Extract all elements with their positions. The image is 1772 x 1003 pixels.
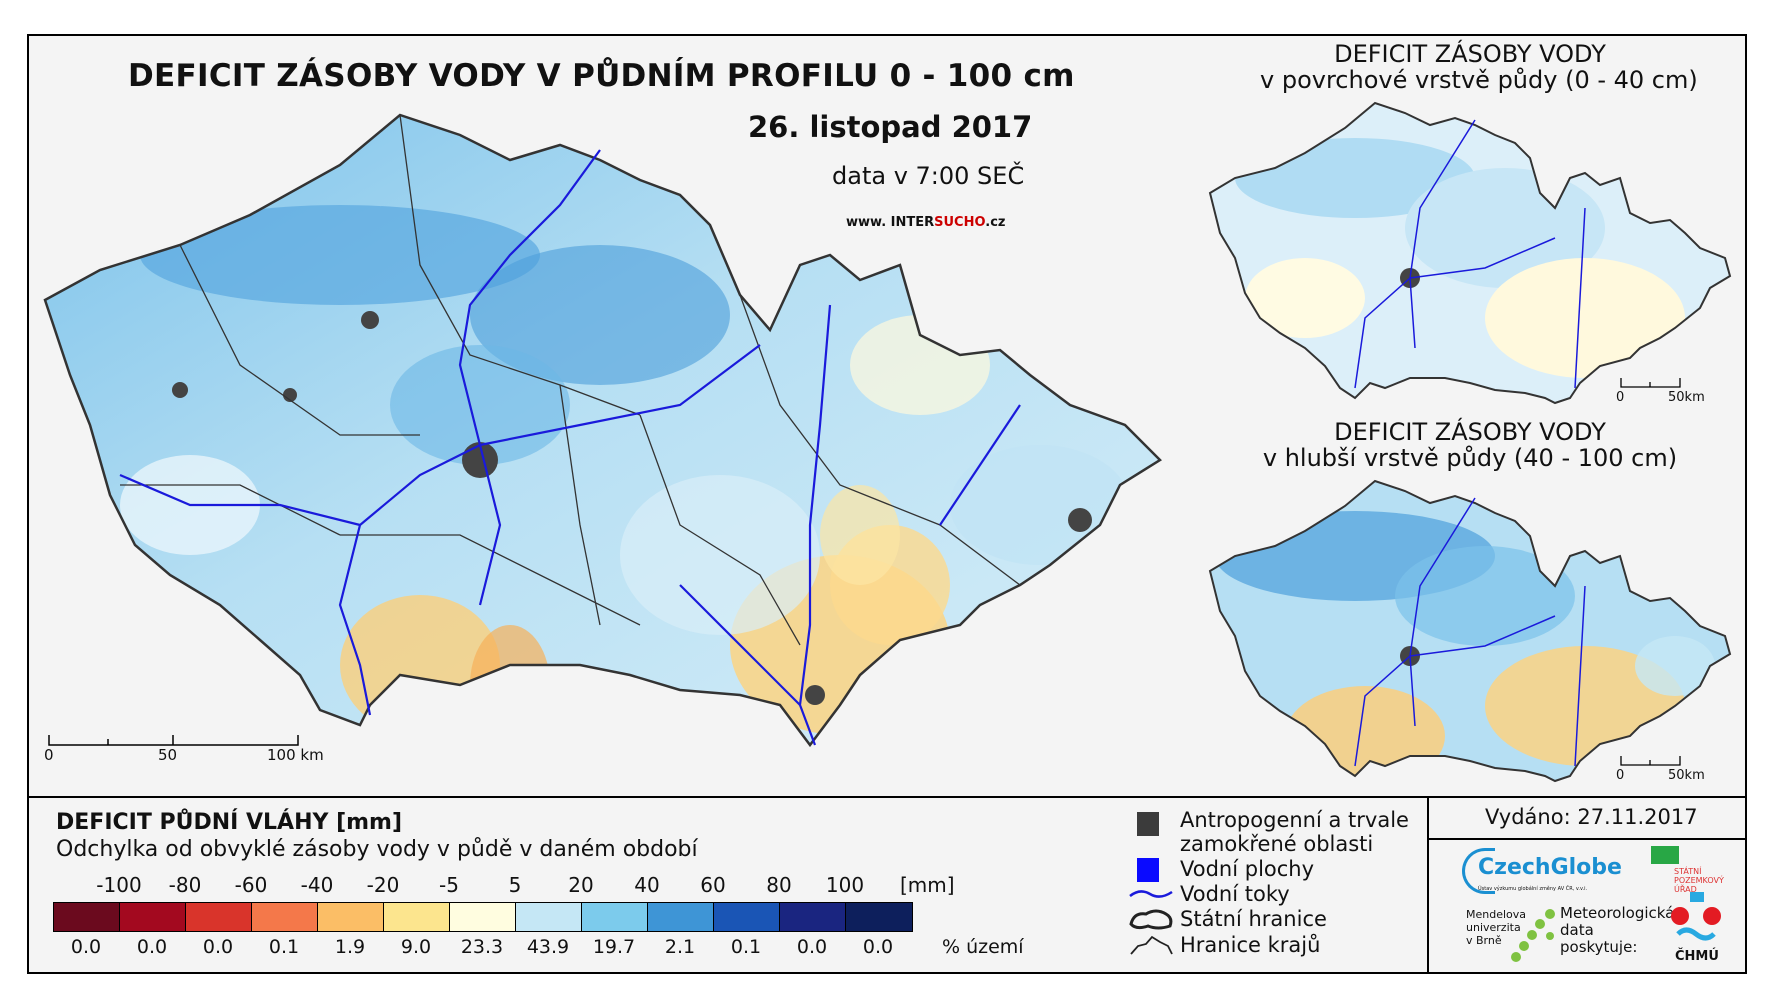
legend-percent-value: 1.9 xyxy=(334,936,366,958)
meteo-line-2: data xyxy=(1560,921,1594,939)
mendelu-line-3: v Brně xyxy=(1466,934,1502,947)
spu-logo-mark xyxy=(1651,846,1679,864)
legend-title: DEFICIT PŮDNÍ VLÁHY [mm] xyxy=(56,810,403,835)
colorbar-swatch xyxy=(648,903,714,931)
main-date: 26. listopad 2017 xyxy=(748,110,1033,144)
inset-bottom-scale-0: 0 xyxy=(1616,768,1625,783)
czechglobe-subtitle: Ústav výzkumu globální změny AV ČR, v.v.… xyxy=(1478,886,1588,892)
colorbar-swatch xyxy=(450,903,516,931)
legend-percent-value: 0.0 xyxy=(796,936,828,958)
meteo-line-3: poskytuje: xyxy=(1560,938,1638,956)
legend-tick-label: -100 xyxy=(96,873,142,897)
logos-divider xyxy=(1427,838,1747,840)
main-title: DEFICIT ZÁSOBY VODY V PŮDNÍM PROFILU 0 -… xyxy=(128,58,1075,94)
inset-top-subtitle: v povrchové vrstvě půdy (0 - 40 cm) xyxy=(1260,66,1698,94)
mendelu-line-1: Mendelova xyxy=(1466,908,1527,921)
mendelu-dots-logo xyxy=(1511,909,1555,962)
website-link[interactable]: www. INTERSUCHO.cz xyxy=(846,215,1005,230)
legend-tick-label: -40 xyxy=(300,873,334,897)
website-highlight: SUCHO xyxy=(934,215,986,230)
colorbar-swatch xyxy=(714,903,780,931)
main-scale-bar xyxy=(48,735,299,746)
colorbar-swatch xyxy=(54,903,120,931)
legend-unit: [mm] xyxy=(900,873,955,897)
legend-percent-value: 2.1 xyxy=(664,936,696,958)
legend-tick-label: -20 xyxy=(366,873,400,897)
colorbar-swatch xyxy=(516,903,582,931)
colorbar-swatch xyxy=(582,903,648,931)
legend-percent-label: % území xyxy=(942,936,1024,958)
main-scale-100: 100 km xyxy=(267,746,324,764)
colorbar-swatch xyxy=(318,903,384,931)
inset-top-scale-50: 50km xyxy=(1668,390,1705,405)
inset-bottom-scale-50: 50km xyxy=(1668,768,1705,783)
inset-top-title: DEFICIT ZÁSOBY VODY xyxy=(1334,40,1606,68)
chmu-logo-mark xyxy=(1671,892,1721,941)
inset-top-scale-0: 0 xyxy=(1616,390,1625,405)
main-scale-0: 0 xyxy=(44,746,54,764)
legend-percent-value: 23.3 xyxy=(460,936,504,958)
anthropogenic-symbol xyxy=(1137,812,1159,836)
spu-line-1: STÁTNÍ xyxy=(1674,867,1702,876)
main-map xyxy=(43,113,1162,748)
rivers-symbol xyxy=(1129,890,1173,898)
anthropogenic-label-1: Antropogenní a trvale xyxy=(1180,808,1409,832)
state-border-label: Státní hranice xyxy=(1180,907,1327,931)
colorbar-swatch xyxy=(186,903,252,931)
inset-bottom-title: DEFICIT ZÁSOBY VODY xyxy=(1334,418,1606,446)
spu-line-2: POZEMKOVÝ xyxy=(1674,876,1724,885)
chmu-text: ČHMÚ xyxy=(1675,949,1719,964)
legend-percent-value: 19.7 xyxy=(592,936,636,958)
legend-percent-value: 0.0 xyxy=(70,936,102,958)
legend-percent-value: 0.1 xyxy=(730,936,762,958)
website-prefix: www. INTER xyxy=(846,215,935,230)
region-border-label: Hranice krajů xyxy=(1180,933,1321,957)
water-bodies-label: Vodní plochy xyxy=(1180,857,1315,881)
inset-top-map xyxy=(1208,101,1732,405)
legend-colorbar xyxy=(53,902,913,932)
inset-top-scale-bar xyxy=(1620,378,1681,388)
legend-tick-label: 20 xyxy=(568,873,594,897)
legend-subtitle: Odchylka od obvyklé zásoby vody v půdě v… xyxy=(56,837,698,862)
czechglobe-logo: CzechGlobe xyxy=(1478,855,1622,880)
legend-percent-value: 9.0 xyxy=(400,936,432,958)
inset-bottom-scale-bar xyxy=(1620,756,1681,766)
legend-tick-label: 5 xyxy=(508,873,522,897)
legend-tick-label: 100 xyxy=(825,873,865,897)
issued-divider xyxy=(1427,796,1429,974)
main-data-time: data v 7:00 SEČ xyxy=(832,162,1025,190)
spu-line-3: ÚŘAD xyxy=(1674,885,1697,894)
colorbar-swatch xyxy=(384,903,450,931)
water-bodies-symbol xyxy=(1137,858,1159,882)
colorbar-swatch xyxy=(252,903,318,931)
legend-tick-label: 40 xyxy=(634,873,660,897)
legend-percent-value: 0.1 xyxy=(268,936,300,958)
legend-tick-label: -80 xyxy=(168,873,202,897)
mendelu-line-2: univerzita xyxy=(1466,921,1521,934)
meteo-line-1: Meteorologická xyxy=(1560,904,1675,922)
issued-date: Vydáno: 27.11.2017 xyxy=(1485,805,1698,829)
legend-tick-label: 60 xyxy=(700,873,726,897)
website-suffix: .cz xyxy=(985,215,1006,230)
inset-bottom-subtitle: v hlubší vrstvě půdy (40 - 100 cm) xyxy=(1262,444,1678,472)
region-border-symbol xyxy=(1130,935,1173,955)
legend-percent-value: 0.0 xyxy=(136,936,168,958)
legend-tick-label: 80 xyxy=(766,873,792,897)
legend-percent-value: 43.9 xyxy=(526,936,570,958)
rivers-label: Vodní toky xyxy=(1180,882,1290,906)
colorbar-swatch xyxy=(846,903,912,931)
inset-bottom-map xyxy=(1208,479,1732,783)
legend-divider xyxy=(27,796,1747,798)
main-scale-50: 50 xyxy=(158,746,178,764)
anthropogenic-label-2: zamokřené oblasti xyxy=(1180,832,1374,856)
colorbar-swatch xyxy=(120,903,186,931)
legend-percent-value: 0.0 xyxy=(202,936,234,958)
legend-percent-value: 0.0 xyxy=(862,936,894,958)
state-border-symbol xyxy=(1129,909,1173,930)
czechglobe-swoosh xyxy=(1462,848,1495,894)
legend-tick-label: -60 xyxy=(234,873,268,897)
legend-tick-label: -5 xyxy=(439,873,459,897)
colorbar-swatch xyxy=(780,903,846,931)
